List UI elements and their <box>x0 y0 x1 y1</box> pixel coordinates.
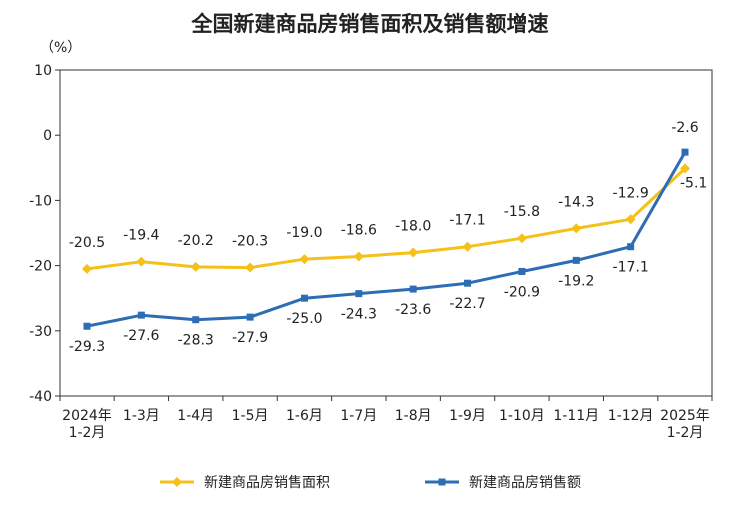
data-label: -29.3 <box>69 339 105 355</box>
x-tick-label: 1-3月 <box>123 408 160 424</box>
data-label: -27.6 <box>123 328 159 344</box>
legend-label: 新建商品房销售额 <box>469 475 581 491</box>
data-label: -18.6 <box>341 222 377 238</box>
y-tick-label: -20 <box>29 259 52 275</box>
data-label: -17.1 <box>449 213 485 229</box>
data-point <box>82 263 92 274</box>
data-point <box>408 247 419 258</box>
data-label: -5.1 <box>680 175 707 191</box>
data-point <box>353 251 364 262</box>
x-tick-label: 2024年 <box>62 408 112 424</box>
data-label: -27.9 <box>232 330 268 346</box>
data-point <box>137 311 145 319</box>
data-label: -19.2 <box>558 273 594 289</box>
data-label: -19.4 <box>123 228 159 244</box>
x-tick-label: 1-11月 <box>553 408 599 424</box>
data-point <box>518 267 526 275</box>
data-label: -19.0 <box>286 225 322 241</box>
data-point <box>245 262 256 273</box>
x-tick-label: 1-6月 <box>286 408 323 424</box>
data-point <box>300 294 308 302</box>
legend: 新建商品房销售面积 新建商品房销售额 <box>160 475 581 491</box>
x-tick-label: 1-8月 <box>395 408 432 424</box>
x-tick-label: 1-9月 <box>449 408 486 424</box>
series-line <box>86 151 687 328</box>
data-point <box>192 316 200 324</box>
data-point <box>625 214 636 225</box>
y-tick-label: 0 <box>43 128 52 144</box>
x-tick-label: 1-2月 <box>69 425 106 441</box>
y-tick-label: -30 <box>29 324 52 340</box>
data-label: -20.3 <box>232 234 268 250</box>
legend-marker <box>172 477 182 487</box>
data-label: -14.3 <box>558 194 594 210</box>
data-point <box>680 163 690 174</box>
x-tick-label: 1-5月 <box>232 408 269 424</box>
data-point <box>83 322 91 330</box>
data-point <box>409 285 417 293</box>
data-point <box>246 313 254 321</box>
x-tick-label: 1-10月 <box>499 408 545 424</box>
x-tick-label: 1-4月 <box>177 408 214 424</box>
data-label: -20.9 <box>504 284 540 300</box>
data-label: -28.3 <box>178 333 214 349</box>
data-label: -12.9 <box>613 185 649 201</box>
x-tick-label: 2025年 <box>660 408 710 424</box>
data-label: -15.8 <box>504 204 540 220</box>
data-label: -25.0 <box>286 311 322 327</box>
data-point <box>462 241 473 252</box>
data-label: -24.3 <box>341 307 377 323</box>
chart-title: 全国新建商品房销售面积及销售额增速 <box>191 12 549 36</box>
y-axis-ticks: 10 0 -10 -20 -30 -40 <box>29 63 60 405</box>
data-point <box>355 290 363 298</box>
data-label: -23.6 <box>395 302 431 318</box>
series-line <box>86 167 687 271</box>
y-tick-label: -40 <box>29 389 52 405</box>
data-point <box>299 254 310 265</box>
data-label: -2.6 <box>671 120 698 136</box>
data-label: -22.7 <box>449 296 485 312</box>
data-point <box>681 148 689 156</box>
y-tick-label: -10 <box>29 193 52 209</box>
data-label: -20.2 <box>178 233 214 249</box>
data-point <box>190 261 201 272</box>
data-point <box>627 243 635 251</box>
data-point <box>572 256 580 264</box>
legend-marker <box>438 478 446 486</box>
series-layer <box>82 148 690 330</box>
y-tick-label: 10 <box>34 63 52 79</box>
data-point <box>136 256 147 267</box>
data-label: -20.5 <box>69 235 105 251</box>
x-tick-label: 1-7月 <box>340 408 377 424</box>
y-axis-unit: （%） <box>40 40 81 56</box>
data-point <box>571 223 582 234</box>
data-point <box>516 233 527 244</box>
data-labels: -20.5 -19.4 -20.2 -20.3 -19.0 -18.6 -18.0 -17.1… <box>69 120 707 355</box>
legend-label: 新建商品房销售面积 <box>204 475 330 491</box>
x-tick-label: 1-12月 <box>608 408 654 424</box>
data-label: -17.1 <box>613 260 649 276</box>
x-tick-label: 1-2月 <box>667 425 704 441</box>
data-point <box>464 279 472 287</box>
data-label: -18.0 <box>395 219 431 235</box>
